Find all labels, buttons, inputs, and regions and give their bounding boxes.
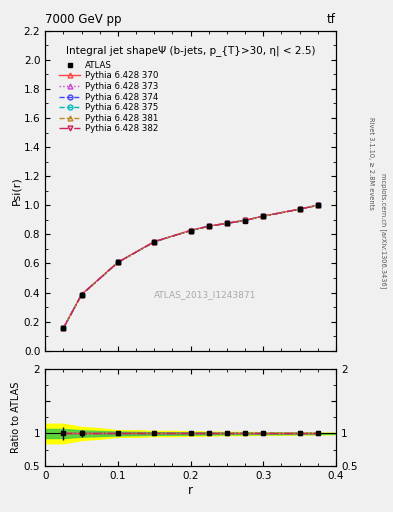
Text: Integral jet shapeΨ (b-jets, p_{T}>30, η| < 2.5): Integral jet shapeΨ (b-jets, p_{T}>30, η… bbox=[66, 45, 315, 56]
Y-axis label: Psi(r): Psi(r) bbox=[11, 176, 21, 205]
Text: Rivet 3.1.10, ≥ 2.8M events: Rivet 3.1.10, ≥ 2.8M events bbox=[368, 117, 375, 210]
Y-axis label: Ratio to ATLAS: Ratio to ATLAS bbox=[11, 381, 21, 453]
X-axis label: r: r bbox=[188, 483, 193, 497]
Text: ATLAS_2013_I1243871: ATLAS_2013_I1243871 bbox=[154, 290, 256, 300]
Legend: ATLAS, Pythia 6.428 370, Pythia 6.428 373, Pythia 6.428 374, Pythia 6.428 375, P: ATLAS, Pythia 6.428 370, Pythia 6.428 37… bbox=[55, 57, 162, 137]
Text: 7000 GeV pp: 7000 GeV pp bbox=[45, 13, 122, 26]
Text: tf: tf bbox=[327, 13, 336, 26]
Text: mcplots.cern.ch [arXiv:1306.3436]: mcplots.cern.ch [arXiv:1306.3436] bbox=[380, 173, 387, 288]
